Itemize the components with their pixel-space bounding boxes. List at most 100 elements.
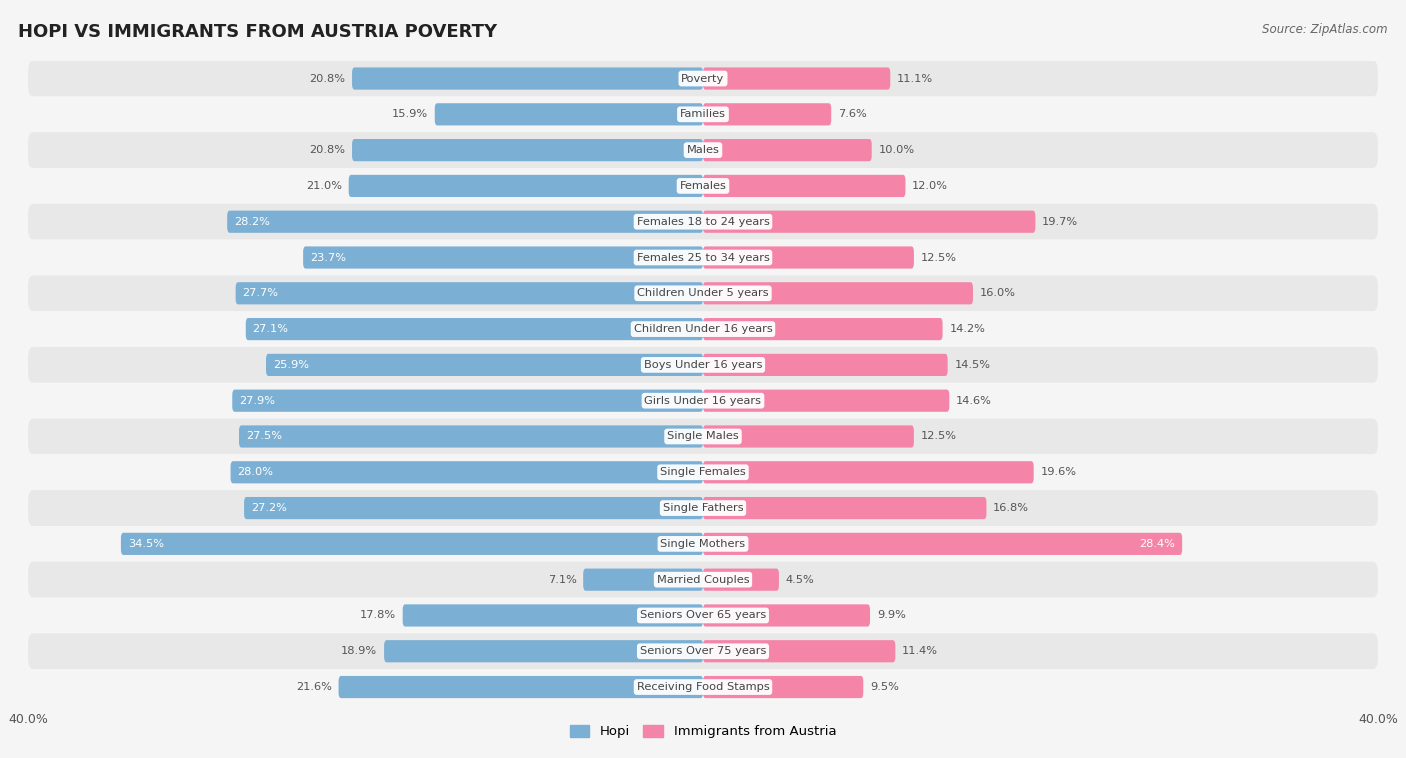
Text: 21.6%: 21.6% <box>295 682 332 692</box>
FancyBboxPatch shape <box>703 139 872 161</box>
Text: 11.1%: 11.1% <box>897 74 934 83</box>
FancyBboxPatch shape <box>352 139 703 161</box>
FancyBboxPatch shape <box>28 168 1378 204</box>
Legend: Hopi, Immigrants from Austria: Hopi, Immigrants from Austria <box>564 719 842 744</box>
FancyBboxPatch shape <box>231 461 703 484</box>
FancyBboxPatch shape <box>384 641 703 662</box>
FancyBboxPatch shape <box>266 354 703 376</box>
FancyBboxPatch shape <box>239 425 703 447</box>
Text: 15.9%: 15.9% <box>392 109 427 119</box>
Text: 28.0%: 28.0% <box>238 467 273 478</box>
Text: Receiving Food Stamps: Receiving Food Stamps <box>637 682 769 692</box>
Text: Females: Females <box>679 181 727 191</box>
Text: 4.5%: 4.5% <box>786 575 814 584</box>
FancyBboxPatch shape <box>28 96 1378 132</box>
Text: Children Under 16 years: Children Under 16 years <box>634 324 772 334</box>
Text: 12.0%: 12.0% <box>912 181 948 191</box>
FancyBboxPatch shape <box>236 282 703 305</box>
FancyBboxPatch shape <box>28 240 1378 275</box>
Text: Females 18 to 24 years: Females 18 to 24 years <box>637 217 769 227</box>
FancyBboxPatch shape <box>703 103 831 125</box>
Text: Seniors Over 65 years: Seniors Over 65 years <box>640 610 766 621</box>
Text: Females 25 to 34 years: Females 25 to 34 years <box>637 252 769 262</box>
FancyBboxPatch shape <box>28 204 1378 240</box>
FancyBboxPatch shape <box>28 669 1378 705</box>
Text: Single Fathers: Single Fathers <box>662 503 744 513</box>
Text: 19.7%: 19.7% <box>1042 217 1078 227</box>
Text: Families: Families <box>681 109 725 119</box>
FancyBboxPatch shape <box>583 568 703 590</box>
Text: 25.9%: 25.9% <box>273 360 309 370</box>
Text: 27.2%: 27.2% <box>250 503 287 513</box>
Text: 28.4%: 28.4% <box>1139 539 1175 549</box>
Text: Married Couples: Married Couples <box>657 575 749 584</box>
Text: Girls Under 16 years: Girls Under 16 years <box>644 396 762 406</box>
FancyBboxPatch shape <box>703 641 896 662</box>
Text: 21.0%: 21.0% <box>307 181 342 191</box>
Text: Males: Males <box>686 145 720 155</box>
Text: 7.1%: 7.1% <box>547 575 576 584</box>
FancyBboxPatch shape <box>28 597 1378 634</box>
Text: 16.0%: 16.0% <box>980 288 1015 299</box>
Text: 12.5%: 12.5% <box>921 431 956 441</box>
Text: 27.7%: 27.7% <box>242 288 278 299</box>
FancyBboxPatch shape <box>703 604 870 627</box>
Text: 14.2%: 14.2% <box>949 324 986 334</box>
Text: Poverty: Poverty <box>682 74 724 83</box>
Text: HOPI VS IMMIGRANTS FROM AUSTRIA POVERTY: HOPI VS IMMIGRANTS FROM AUSTRIA POVERTY <box>18 23 498 41</box>
Text: Single Females: Single Females <box>661 467 745 478</box>
Text: 18.9%: 18.9% <box>342 647 377 656</box>
FancyBboxPatch shape <box>28 418 1378 454</box>
FancyBboxPatch shape <box>703 175 905 197</box>
FancyBboxPatch shape <box>703 568 779 590</box>
FancyBboxPatch shape <box>703 354 948 376</box>
FancyBboxPatch shape <box>703 318 942 340</box>
FancyBboxPatch shape <box>703 676 863 698</box>
FancyBboxPatch shape <box>703 425 914 447</box>
Text: 7.6%: 7.6% <box>838 109 866 119</box>
Text: 12.5%: 12.5% <box>921 252 956 262</box>
FancyBboxPatch shape <box>228 211 703 233</box>
FancyBboxPatch shape <box>434 103 703 125</box>
Text: Single Mothers: Single Mothers <box>661 539 745 549</box>
Text: Children Under 5 years: Children Under 5 years <box>637 288 769 299</box>
FancyBboxPatch shape <box>703 497 987 519</box>
Text: 9.9%: 9.9% <box>877 610 905 621</box>
FancyBboxPatch shape <box>28 61 1378 96</box>
FancyBboxPatch shape <box>28 383 1378 418</box>
Text: 9.5%: 9.5% <box>870 682 898 692</box>
FancyBboxPatch shape <box>246 318 703 340</box>
FancyBboxPatch shape <box>339 676 703 698</box>
Text: 28.2%: 28.2% <box>233 217 270 227</box>
Text: 27.9%: 27.9% <box>239 396 276 406</box>
FancyBboxPatch shape <box>703 533 1182 555</box>
FancyBboxPatch shape <box>703 461 1033 484</box>
Text: 16.8%: 16.8% <box>993 503 1029 513</box>
Text: Seniors Over 75 years: Seniors Over 75 years <box>640 647 766 656</box>
Text: 10.0%: 10.0% <box>879 145 914 155</box>
Text: 19.6%: 19.6% <box>1040 467 1077 478</box>
FancyBboxPatch shape <box>121 533 703 555</box>
Text: 23.7%: 23.7% <box>309 252 346 262</box>
FancyBboxPatch shape <box>703 211 1035 233</box>
Text: 20.8%: 20.8% <box>309 74 346 83</box>
Text: 20.8%: 20.8% <box>309 145 346 155</box>
FancyBboxPatch shape <box>703 390 949 412</box>
FancyBboxPatch shape <box>232 390 703 412</box>
FancyBboxPatch shape <box>28 526 1378 562</box>
FancyBboxPatch shape <box>703 67 890 89</box>
FancyBboxPatch shape <box>28 347 1378 383</box>
Text: 17.8%: 17.8% <box>360 610 396 621</box>
FancyBboxPatch shape <box>28 132 1378 168</box>
Text: Source: ZipAtlas.com: Source: ZipAtlas.com <box>1263 23 1388 36</box>
FancyBboxPatch shape <box>703 282 973 305</box>
Text: 14.5%: 14.5% <box>955 360 990 370</box>
Text: Boys Under 16 years: Boys Under 16 years <box>644 360 762 370</box>
FancyBboxPatch shape <box>402 604 703 627</box>
FancyBboxPatch shape <box>28 312 1378 347</box>
FancyBboxPatch shape <box>28 634 1378 669</box>
FancyBboxPatch shape <box>28 562 1378 597</box>
FancyBboxPatch shape <box>352 67 703 89</box>
FancyBboxPatch shape <box>349 175 703 197</box>
FancyBboxPatch shape <box>28 275 1378 312</box>
